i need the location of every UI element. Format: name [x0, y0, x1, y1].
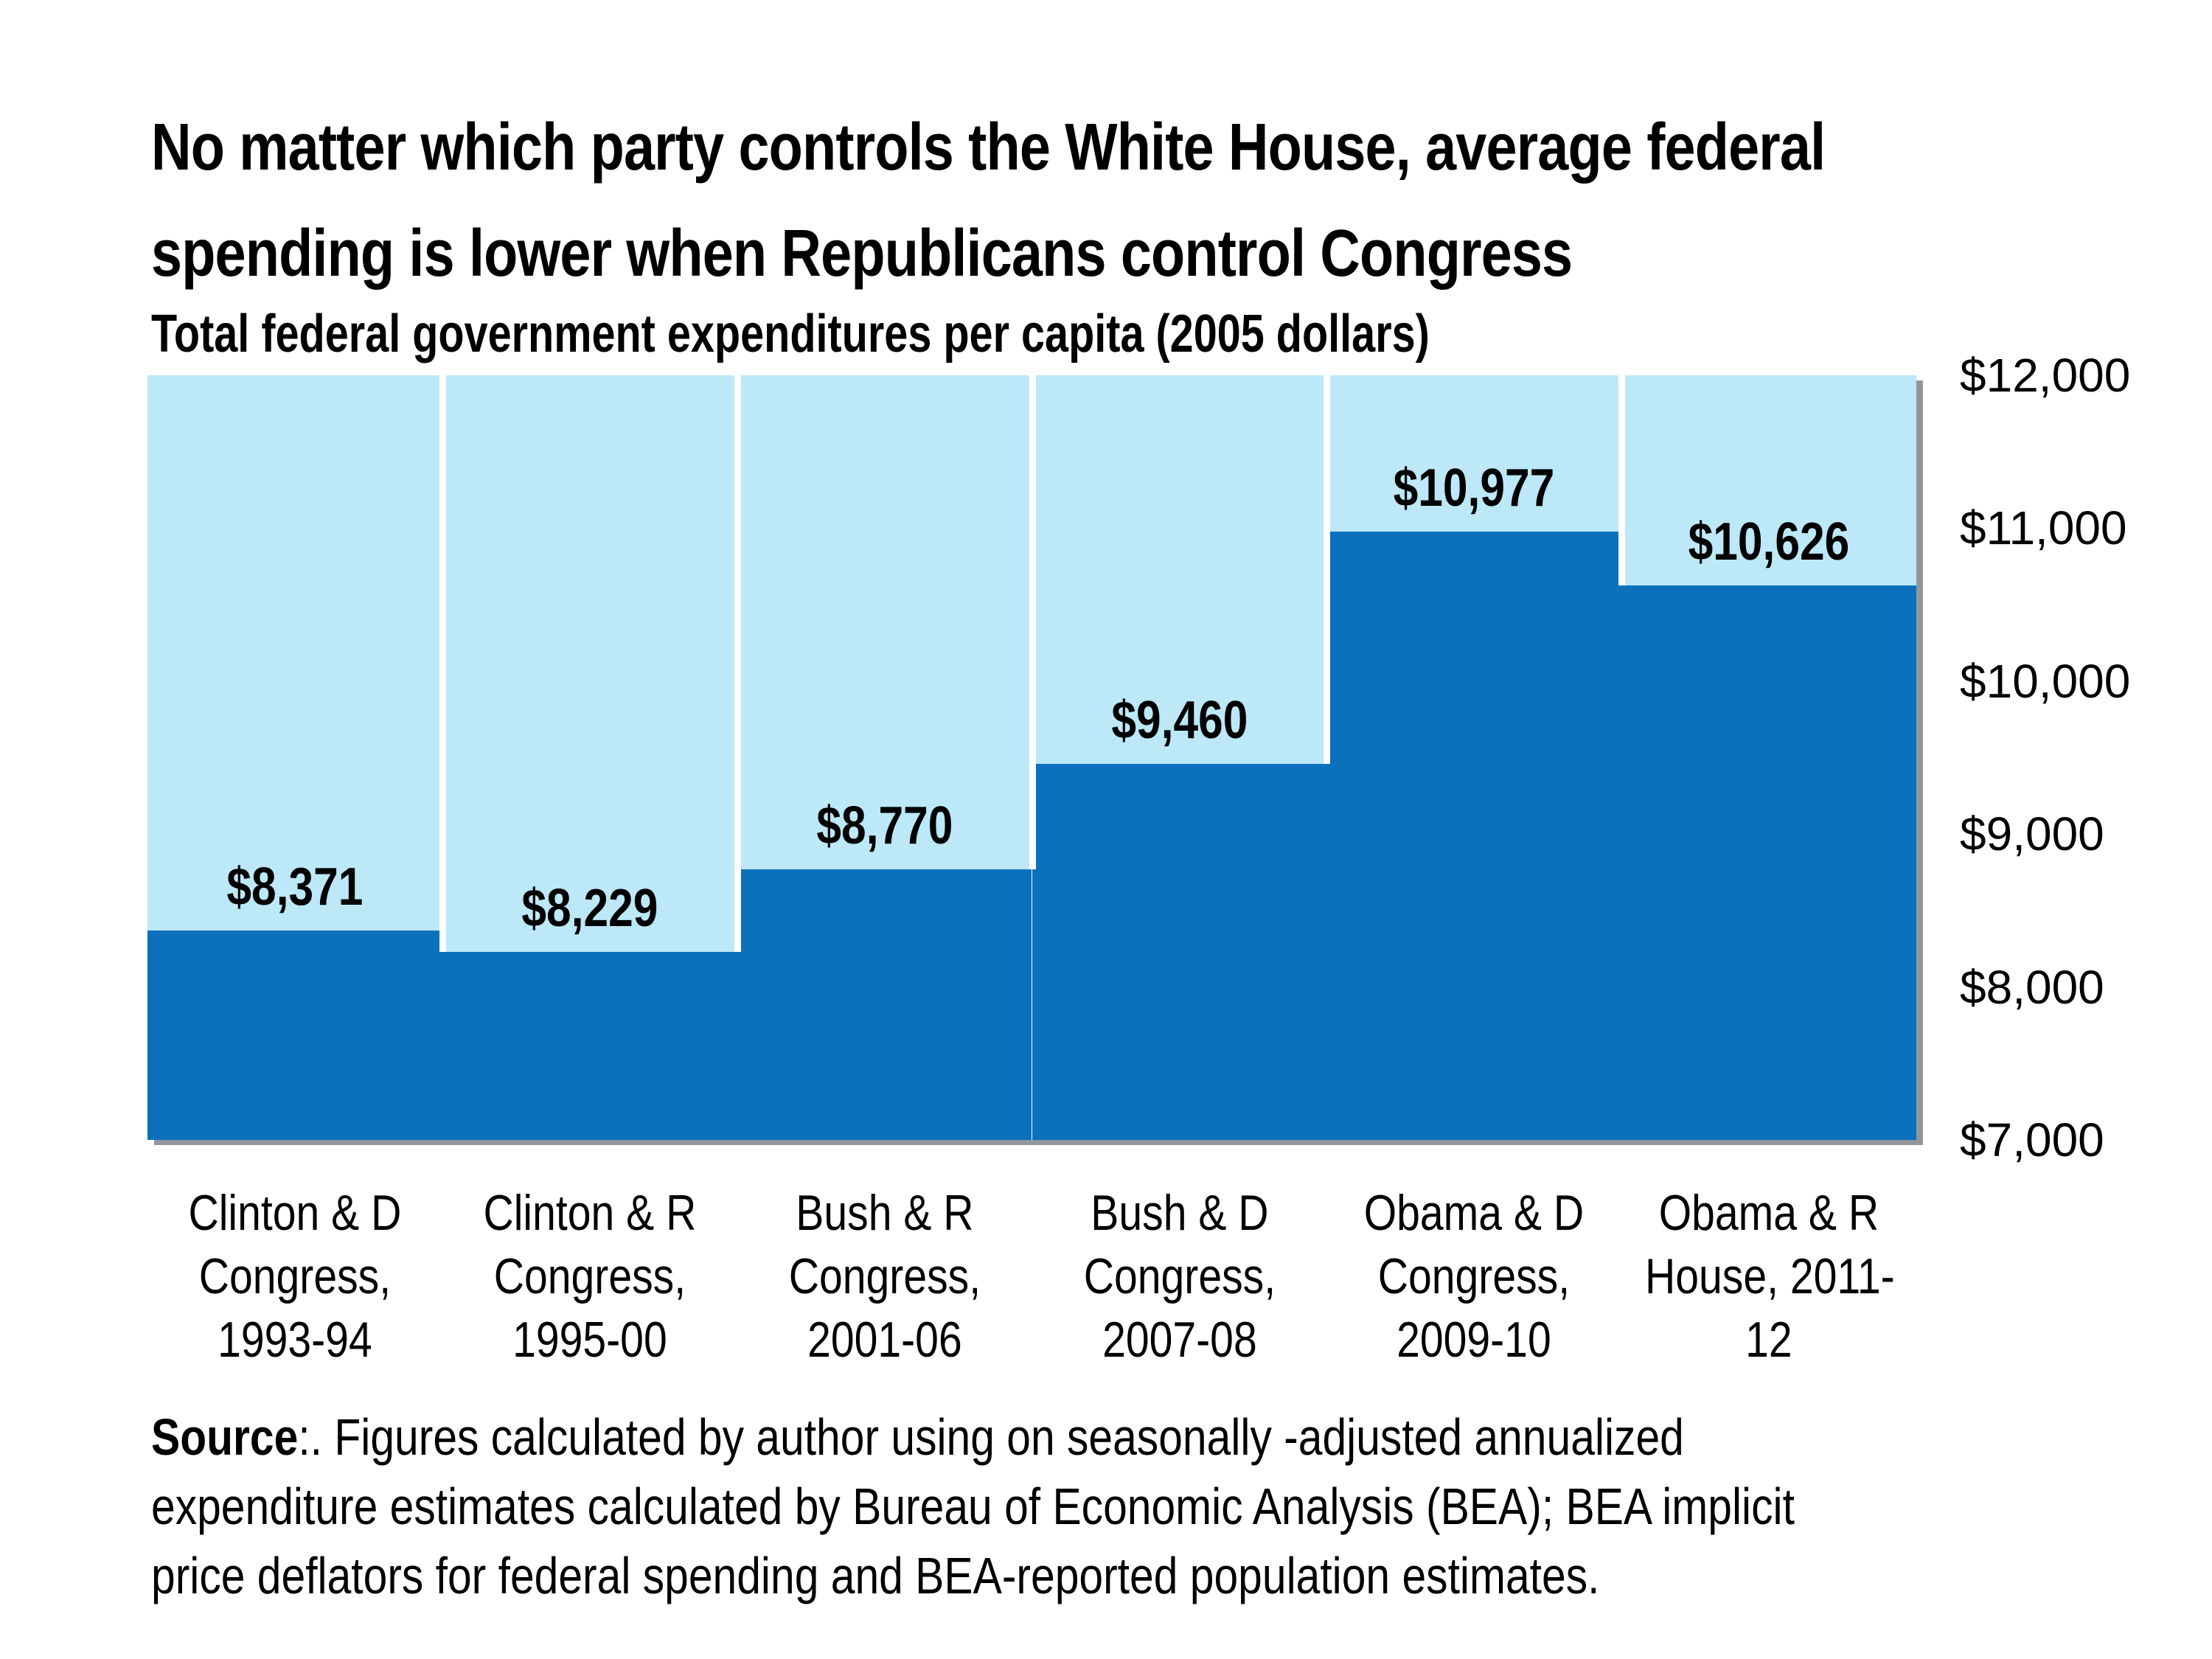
bar-value-label: $10,626 [1688, 512, 1850, 571]
x-tick-label: Clinton & R Congress, 1995-00 [442, 1181, 737, 1371]
bar-value-label: $10,977 [1393, 459, 1555, 518]
y-tick-label: $7,000 [1960, 1113, 2104, 1166]
source-note: Source:. Figures calculated by author us… [151, 1402, 1836, 1610]
source-line-2: expenditure estimates calculated by Bure… [151, 1478, 1795, 1535]
column-background [1326, 375, 1622, 532]
bar-fill [147, 930, 442, 1140]
x-tick-label: Obama & D Congress, 2009-10 [1326, 1181, 1621, 1371]
column-background [147, 375, 442, 931]
y-tick-label: $10,000 [1960, 654, 2131, 708]
column-separator [1324, 375, 1331, 764]
bar-column: $8,371 [147, 375, 442, 1140]
column-background [737, 375, 1032, 869]
column-separator [1618, 375, 1626, 585]
chart-plot: $8,371 $8,229 $8,770 $9,460 $10,977 $10,626 [147, 375, 1916, 1140]
bar-fill [1621, 585, 1916, 1140]
bar-value-label: $8,371 [226, 857, 364, 917]
x-tick-label-text: Obama & R House, 2011- 12 [1645, 1185, 1895, 1368]
y-tick-label: $9,000 [1960, 807, 2104, 861]
x-tick-label-text: Obama & D Congress, 2009-10 [1364, 1185, 1585, 1368]
x-tick-label: Bush & R Congress, 2001-06 [737, 1181, 1032, 1371]
x-tick-label-text: Bush & D Congress, 2007-08 [1083, 1185, 1276, 1368]
page-title: No matter which party controls the White… [151, 94, 1860, 307]
column-background [1032, 375, 1327, 764]
bar-fill [737, 869, 1032, 1140]
column-separator [1029, 375, 1036, 869]
y-axis: $12,000 $11,000 $10,000 $9,000 $8,000 $7,000 [1960, 349, 2203, 1166]
y-tick-label: $8,000 [1960, 960, 2104, 1014]
x-tick-label: Clinton & D Congress, 1993-94 [147, 1181, 442, 1371]
bar-column: $10,977 [1326, 375, 1622, 1140]
source-line-1: Source:. Figures calculated by author us… [151, 1402, 1836, 1472]
column-background [1621, 375, 1916, 585]
page-title-line-1: No matter which party controls the White… [151, 111, 1826, 184]
page-title-line-2: spending is lower when Republicans contr… [151, 217, 1573, 291]
bar-fill [1032, 763, 1327, 1140]
bar-value-label: $8,770 [816, 796, 953, 855]
x-tick-label-text: Bush & R Congress, 2001-06 [788, 1185, 981, 1368]
y-tick-label: $11,000 [1960, 501, 2127, 555]
x-tick-label: Obama & R House, 2011- 12 [1621, 1181, 1916, 1371]
y-tick-label: $12,000 [1960, 349, 2131, 402]
source-line-1-text: :. Figures calculated by author using on… [298, 1408, 1684, 1466]
bar-fill [442, 952, 737, 1140]
chart-subtitle: Total federal government expenditures pe… [151, 305, 1430, 364]
bar-fill [1326, 532, 1622, 1140]
bar-column: $8,229 [442, 375, 737, 1140]
column-background [442, 375, 737, 953]
x-axis: Clinton & D Congress, 1993-94 Clinton & R Co… [147, 1181, 1916, 1388]
bar-value-label: $8,229 [521, 879, 658, 939]
bar-column: $9,460 [1032, 375, 1327, 1140]
x-tick-label-text: Clinton & R Congress, 1995-00 [483, 1185, 697, 1368]
x-tick-label-text: Clinton & D Congress, 1993-94 [188, 1185, 402, 1368]
source-line-3: price deflators for federal spending and… [151, 1547, 1600, 1604]
bar-column: $8,770 [737, 375, 1032, 1140]
bar-column: $10,626 [1621, 375, 1916, 1140]
column-separator [734, 375, 741, 953]
source-bold-label: Source [151, 1408, 299, 1466]
column-separator [439, 375, 446, 953]
bar-value-label: $9,460 [1110, 690, 1248, 750]
x-tick-label: Bush & D Congress, 2007-08 [1032, 1181, 1327, 1371]
